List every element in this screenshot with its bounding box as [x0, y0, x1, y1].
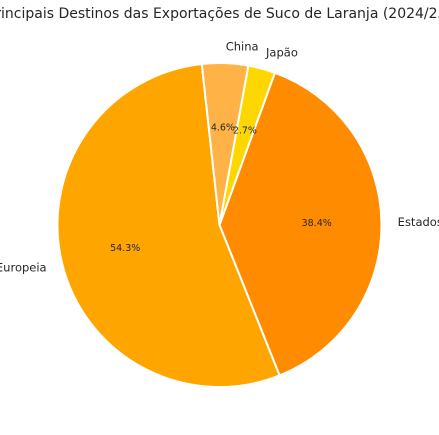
- chart-title: Principais Destinos das Exportações de S…: [0, 6, 439, 22]
- pie-labels: Estados Unidos 38.4% União Europeia 54.3% Ch…: [0, 39, 439, 274]
- pie-slice-japao: [218, 64, 276, 226]
- slice-label-estados-unidos: Estados Unidos: [398, 215, 439, 229]
- slice-percent-japao: 2.7%: [233, 126, 257, 137]
- pie-slice-uniao-europeia: [56, 62, 281, 388]
- slice-label-uniao-europeia: União Europeia: [0, 261, 47, 275]
- slice-label-china: China: [226, 39, 259, 53]
- slice-label-japao: Japão: [265, 45, 298, 59]
- pie-slices: [56, 62, 383, 388]
- slice-percent-china: 4.6%: [211, 122, 235, 133]
- slice-percent-estados-unidos: 38.4%: [302, 218, 332, 229]
- pie-slice-estados-unidos: [218, 71, 383, 377]
- slice-percent-uniao-europeia: 54.3%: [110, 243, 140, 254]
